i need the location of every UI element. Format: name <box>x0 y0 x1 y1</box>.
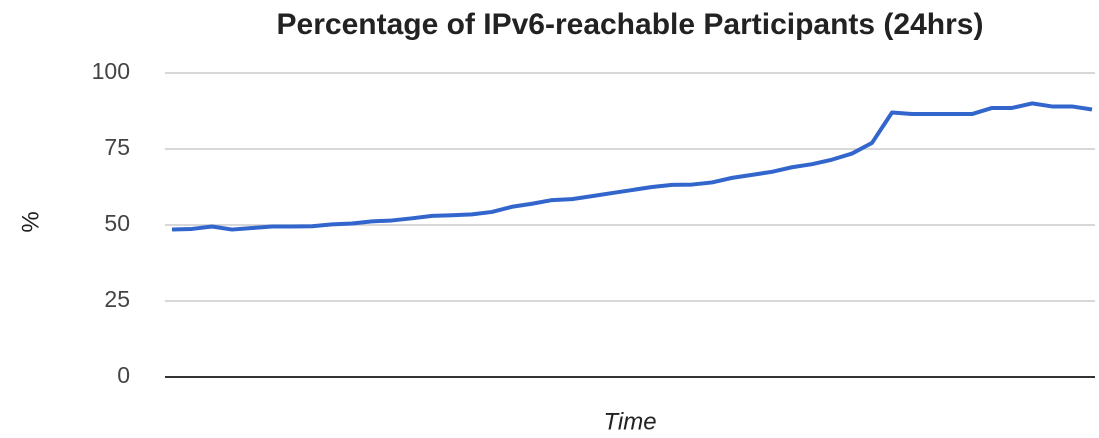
chart-title: Percentage of IPv6-reachable Participant… <box>277 8 984 41</box>
y-tick-label: 50 <box>104 210 130 236</box>
data-line <box>171 101 1093 232</box>
x-axis-label: Time <box>603 408 656 435</box>
y-tick-label: 100 <box>92 58 130 84</box>
y-tick-label: 0 <box>117 362 130 388</box>
y-axis-label: % <box>17 211 44 232</box>
y-tick-label: 75 <box>104 134 130 160</box>
y-tick-label: 25 <box>104 286 130 312</box>
